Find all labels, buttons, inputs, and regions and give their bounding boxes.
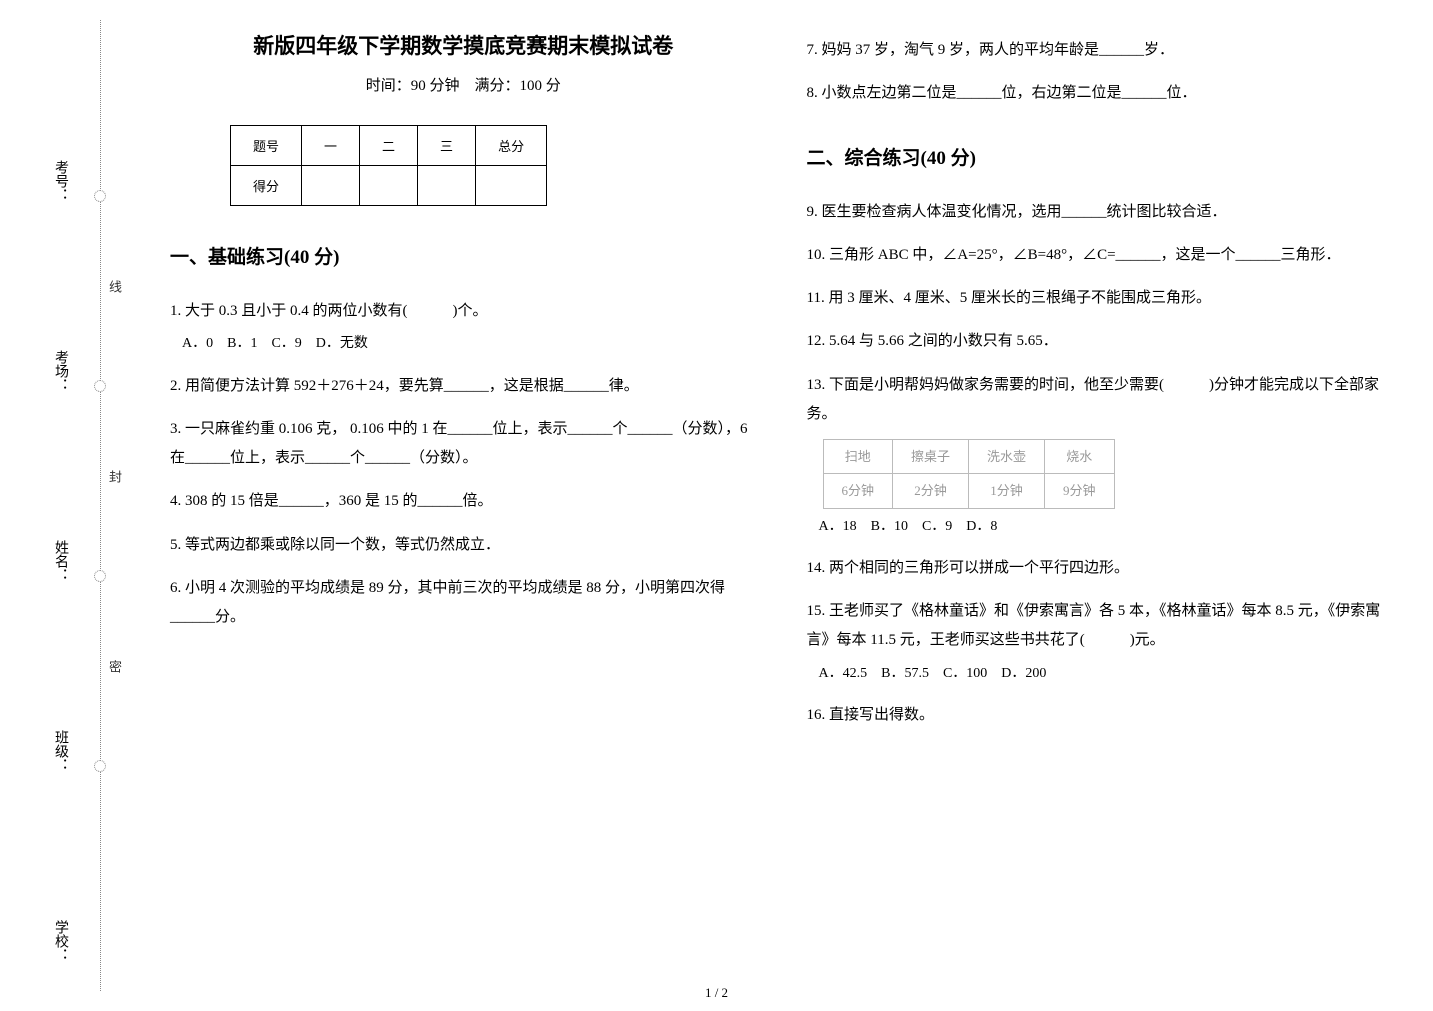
q15-options: A．42.5 B．57.5 C．100 D．200 [819, 660, 1394, 687]
binding-margin: 学校： 班级： 姓名： 考场： 考号： 密 封 线 [70, 0, 130, 1011]
q1-options: A．0 B．1 C．9 D．无数 [182, 330, 757, 357]
question-11: 11. 用 3 厘米、4 厘米、5 厘米长的三根绳子不能围成三角形。 [807, 284, 1394, 313]
chore-cell: 擦桌子 [893, 440, 969, 474]
chore-cell: 9分钟 [1045, 474, 1115, 508]
chore-cell: 6分钟 [823, 474, 893, 508]
question-3: 3. 一只麻雀约重 0.106 克， 0.106 中的 1 在______位上，… [170, 415, 757, 474]
score-table-header-row: 题号 一 二 三 总分 [231, 126, 547, 166]
question-16: 16. 直接写出得数。 [807, 701, 1394, 730]
section1-head: 一、基础练习(40 分) [170, 242, 757, 269]
question-6: 6. 小明 4 次测验的平均成绩是 89 分，其中前三次的平均成绩是 88 分，… [170, 574, 757, 633]
right-column: 7. 妈妈 37 岁，淘气 9 岁，两人的平均年龄是______岁． 8. 小数… [807, 30, 1394, 981]
chore-cell: 2分钟 [893, 474, 969, 508]
q13-text: 13. 下面是小明帮妈妈做家务需要的时间，他至少需要( )分钟才能完成以下全部家… [807, 377, 1380, 422]
binding-circle [94, 570, 106, 582]
chore-cell: 扫地 [823, 440, 893, 474]
question-2: 2. 用简便方法计算 592＋276＋24，要先算______，这是根据____… [170, 372, 757, 401]
label-class: 班级： [50, 730, 70, 772]
label-name: 姓名： [50, 540, 70, 582]
score-cell [360, 166, 418, 206]
score-th: 二 [360, 126, 418, 166]
page-body: 新版四年级下学期数学摸底竞赛期末模拟试卷 时间：90 分钟 满分：100 分 题… [170, 30, 1393, 981]
question-4: 4. 308 的 15 倍是______，360 是 15 的______倍。 [170, 487, 757, 516]
seal-char-mi: 密 [105, 660, 124, 673]
question-15: 15. 王老师买了《格林童话》和《伊索寓言》各 5 本，《格林童话》每本 8.5… [807, 597, 1394, 687]
paper-title: 新版四年级下学期数学摸底竞赛期末模拟试卷 [170, 30, 757, 60]
page-number: 1 / 2 [705, 985, 728, 1001]
score-th: 总分 [476, 126, 547, 166]
score-table-score-row: 得分 [231, 166, 547, 206]
question-1: 1. 大于 0.3 且小于 0.4 的两位小数有( )个。 A．0 B．1 C．… [170, 297, 757, 358]
score-cell [418, 166, 476, 206]
q15-text: 15. 王老师买了《格林童话》和《伊索寓言》各 5 本，《格林童话》每本 8.5… [807, 603, 1381, 648]
score-th: 三 [418, 126, 476, 166]
label-number: 考号： [50, 160, 70, 202]
paper-subtitle: 时间：90 分钟 满分：100 分 [170, 74, 757, 95]
binding-circle [94, 380, 106, 392]
chores-table: 扫地 擦桌子 洗水壶 烧水 6分钟 2分钟 1分钟 9分钟 [823, 439, 1115, 509]
score-cell [302, 166, 360, 206]
score-row-label: 得分 [231, 166, 302, 206]
seal-char-feng: 封 [105, 470, 124, 483]
question-9: 9. 医生要检查病人体温变化情况，选用______统计图比较合适． [807, 198, 1394, 227]
table-row: 6分钟 2分钟 1分钟 9分钟 [823, 474, 1114, 508]
q1-text: 1. 大于 0.3 且小于 0.4 的两位小数有( )个。 [170, 303, 488, 319]
q13-options: A．18 B．10 C．9 D．8 [819, 513, 1394, 540]
chore-cell: 1分钟 [969, 474, 1045, 508]
table-row: 扫地 擦桌子 洗水壶 烧水 [823, 440, 1114, 474]
left-column: 新版四年级下学期数学摸底竞赛期末模拟试卷 时间：90 分钟 满分：100 分 题… [170, 30, 757, 981]
score-table: 题号 一 二 三 总分 得分 [230, 125, 547, 206]
section2-head: 二、综合练习(40 分) [807, 143, 1394, 170]
question-10: 10. 三角形 ABC 中，∠A=25°，∠B=48°，∠C=______，这是… [807, 241, 1394, 270]
label-school: 学校： [50, 920, 70, 962]
question-5: 5. 等式两边都乘或除以同一个数，等式仍然成立． [170, 531, 757, 560]
question-13: 13. 下面是小明帮妈妈做家务需要的时间，他至少需要( )分钟才能完成以下全部家… [807, 371, 1394, 540]
question-8: 8. 小数点左边第二位是______位，右边第二位是______位． [807, 79, 1394, 108]
score-th: 题号 [231, 126, 302, 166]
question-7: 7. 妈妈 37 岁，淘气 9 岁，两人的平均年龄是______岁． [807, 36, 1394, 65]
binding-circle [94, 760, 106, 772]
binding-circle [94, 190, 106, 202]
chore-cell: 洗水壶 [969, 440, 1045, 474]
score-cell [476, 166, 547, 206]
question-14: 14. 两个相同的三角形可以拼成一个平行四边形。 [807, 554, 1394, 583]
chore-cell: 烧水 [1045, 440, 1115, 474]
seal-char-xian: 线 [105, 280, 124, 293]
binding-dotted-line [100, 20, 101, 991]
question-12: 12. 5.64 与 5.66 之间的小数只有 5.65． [807, 327, 1394, 356]
score-th: 一 [302, 126, 360, 166]
label-room: 考场： [50, 350, 70, 392]
